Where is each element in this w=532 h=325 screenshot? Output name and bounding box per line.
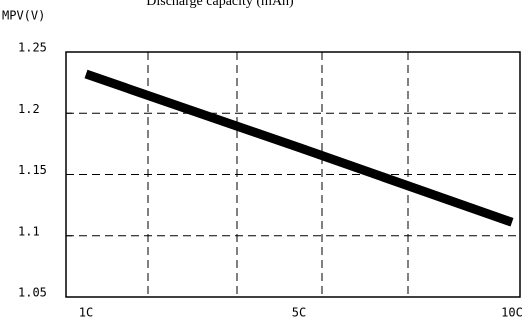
x-tick-label: 10C: [501, 306, 523, 320]
y-tick-label: 1.05: [18, 286, 47, 300]
y-tick-label: 1.1: [18, 224, 40, 238]
y-tick-label: 1.2: [18, 102, 40, 116]
y-tick-label: 1.25: [18, 41, 47, 55]
y-tick-label: 1.15: [18, 163, 47, 177]
y-axis-label: MPV(V): [2, 9, 45, 23]
x-tick-label: 5C: [292, 306, 306, 320]
x-tick-label: 1C: [79, 306, 93, 320]
data-line: [84, 69, 514, 227]
chart-title: Discharge capacity (mAh): [146, 0, 294, 9]
